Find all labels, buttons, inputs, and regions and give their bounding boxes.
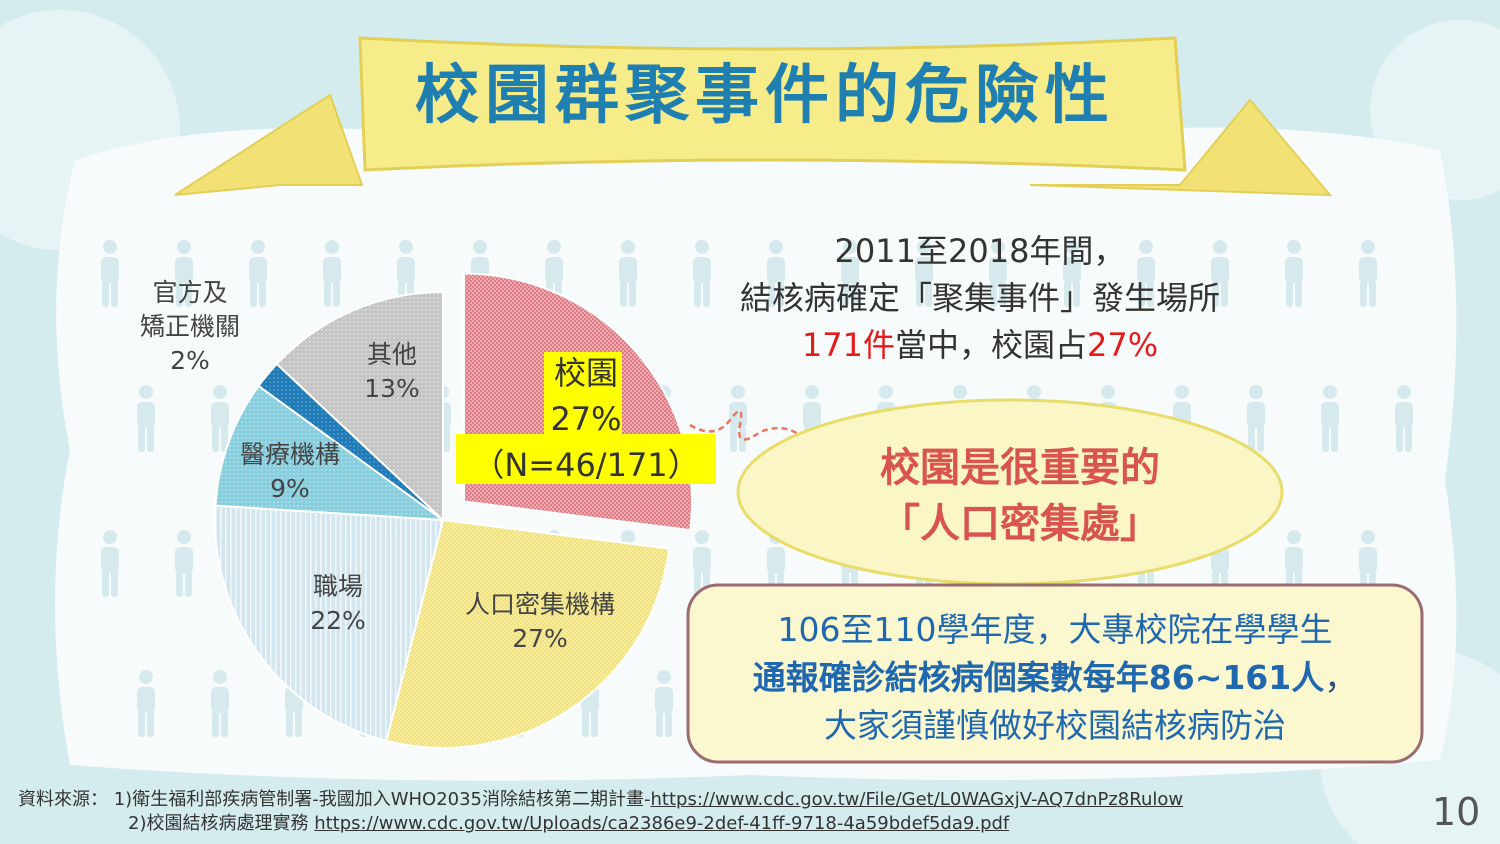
stat-line-1: 2011至2018年間，: [834, 232, 1126, 270]
stat-line-2: 結核病確定「聚集事件」發生場所: [739, 279, 1220, 317]
pie-label-campus: 校園 27% （N=46/171）: [472, 354, 700, 484]
pie-label-medical: 醫療機構 9%: [239, 440, 340, 503]
page-number: 10: [1432, 790, 1481, 834]
arrow-path: [689, 410, 811, 446]
callout-text: 校園是很重要的 「人口密集處」: [760, 440, 1280, 552]
pie-label-workplace: 職場 22%: [310, 572, 366, 635]
pie-slice-workplace: [214, 504, 445, 743]
title-banner: [358, 36, 1187, 172]
pie-slice-medical: [214, 384, 447, 522]
pie-label-other: 其他 13%: [364, 340, 420, 403]
page-title: 校園群聚事件的危險性: [415, 59, 1115, 133]
pie-slice-other: [275, 290, 444, 523]
campus-label-highlight-top: [544, 352, 622, 436]
callout-line-1: 校園是很重要的: [880, 445, 1160, 491]
info-line-2: 通報確診結核病個案數每年86~161人，: [752, 658, 1358, 697]
stat-block: 2011至2018年間， 結核病確定「聚集事件」發生場所 171件當中，校園占2…: [690, 228, 1270, 369]
pie-label-correctional: 官方及 矯正機關 2%: [139, 278, 240, 375]
pie-slice-dense-institution: [385, 518, 671, 749]
info-line-3: 大家須謹慎做好校園結核病防治: [824, 706, 1286, 745]
info-box-text: 106至110學年度，大專校院在學學生 通報確診結核病個案數每年86~161人，…: [695, 606, 1415, 750]
callout-line-2: 「人口密集處」: [880, 501, 1160, 547]
info-box: [686, 583, 1424, 764]
campus-label-highlight: [456, 434, 716, 484]
info-line-1: 106至110學年度，大專校院在學學生: [777, 610, 1333, 649]
source-citation: 資料來源： 1)衛生福利部疾病管制署-我國加入WHO2035消除結核第二期計畫-…: [18, 789, 1184, 834]
stat-line-3: 171件當中，校園占27%: [801, 326, 1159, 364]
source-link-2[interactable]: https://www.cdc.gov.tw/Uploads/ca2386e9-…: [314, 813, 1010, 834]
pie-label-dense: 人口密集機構 27%: [464, 590, 615, 653]
source-link-1[interactable]: https://www.cdc.gov.tw/File/Get/L0WAGxjV…: [650, 789, 1184, 810]
source-label: 資料來源：: [18, 789, 108, 810]
